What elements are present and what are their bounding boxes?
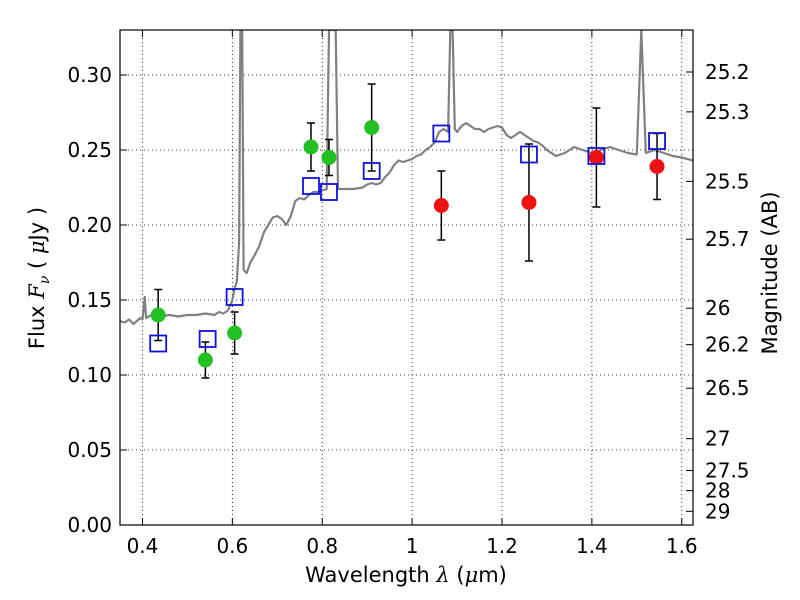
y-tick-label: 0.00 xyxy=(67,513,112,537)
data-point xyxy=(197,352,213,368)
x-axis-label: Wavelength λ (μm) xyxy=(305,563,507,587)
y-tick-label: 0.10 xyxy=(67,363,112,387)
x-tick-label: 1.6 xyxy=(666,534,698,558)
model-photometry-point xyxy=(302,177,320,195)
mag-tick-label: 28 xyxy=(705,479,730,503)
ticks-layer: 0.4 0.6 0.8 1 1.2 1.4 1.6 0.00 0.05 0.10 0.15 0.20 0… xyxy=(67,30,750,558)
data-point xyxy=(227,325,243,341)
data-point xyxy=(521,195,537,210)
y-tick-label: 0.25 xyxy=(67,138,112,162)
spectrum-line xyxy=(120,30,693,326)
data-point xyxy=(321,150,337,165)
mag-tick-label: 25.7 xyxy=(705,227,750,251)
model-photometry-point xyxy=(198,330,217,348)
mag-tick-label: 25.5 xyxy=(705,169,750,193)
mag-tick-label: 27 xyxy=(705,427,730,451)
points-layer xyxy=(149,83,666,379)
mag-tick-label: 25.3 xyxy=(705,100,750,124)
model-photometry-point xyxy=(149,334,168,353)
mag-tick-label: 26.5 xyxy=(705,376,750,400)
x-tick-label: 0.8 xyxy=(306,534,338,558)
y-tick-label: 0.05 xyxy=(67,438,112,462)
model-photometry-point xyxy=(320,183,338,201)
y-tick-label: 0.15 xyxy=(67,288,112,312)
spectrum-layer xyxy=(120,30,693,326)
y-axis-label: Flux Fν ( μJy ) xyxy=(25,207,53,349)
mag-tick-label: 25.2 xyxy=(705,60,750,84)
model-photometry-point xyxy=(362,162,381,180)
mag-tick-label: 27.5 xyxy=(705,459,750,483)
model-photometry-point xyxy=(225,288,244,306)
data-point xyxy=(364,120,380,135)
x-tick-label: 1 xyxy=(406,534,419,558)
y-tick-label: 0.30 xyxy=(67,63,112,87)
y-tick-label: 0.20 xyxy=(67,213,112,237)
x-tick-label: 1.2 xyxy=(486,534,518,558)
x-tick-label: 1.4 xyxy=(576,534,608,558)
mag-tick-label: 29 xyxy=(705,499,730,523)
x-tick-label: 0.6 xyxy=(216,534,248,558)
y2-axis-label: Magnitude (AB) xyxy=(758,191,782,354)
data-point xyxy=(303,139,319,155)
grid xyxy=(120,30,693,526)
data-point xyxy=(649,159,665,174)
mag-tick-label: 26.2 xyxy=(705,333,750,357)
mag-tick-label: 26 xyxy=(705,296,730,320)
data-point xyxy=(150,307,166,323)
x-tick-label: 0.4 xyxy=(127,534,159,558)
model-photometry-point xyxy=(520,145,538,164)
model-photometry-point xyxy=(587,147,606,165)
data-point xyxy=(433,198,449,213)
data-point xyxy=(588,150,604,165)
plot-frame xyxy=(119,29,694,526)
model-photometry-point xyxy=(432,124,451,143)
model-photometry-point xyxy=(648,132,666,150)
